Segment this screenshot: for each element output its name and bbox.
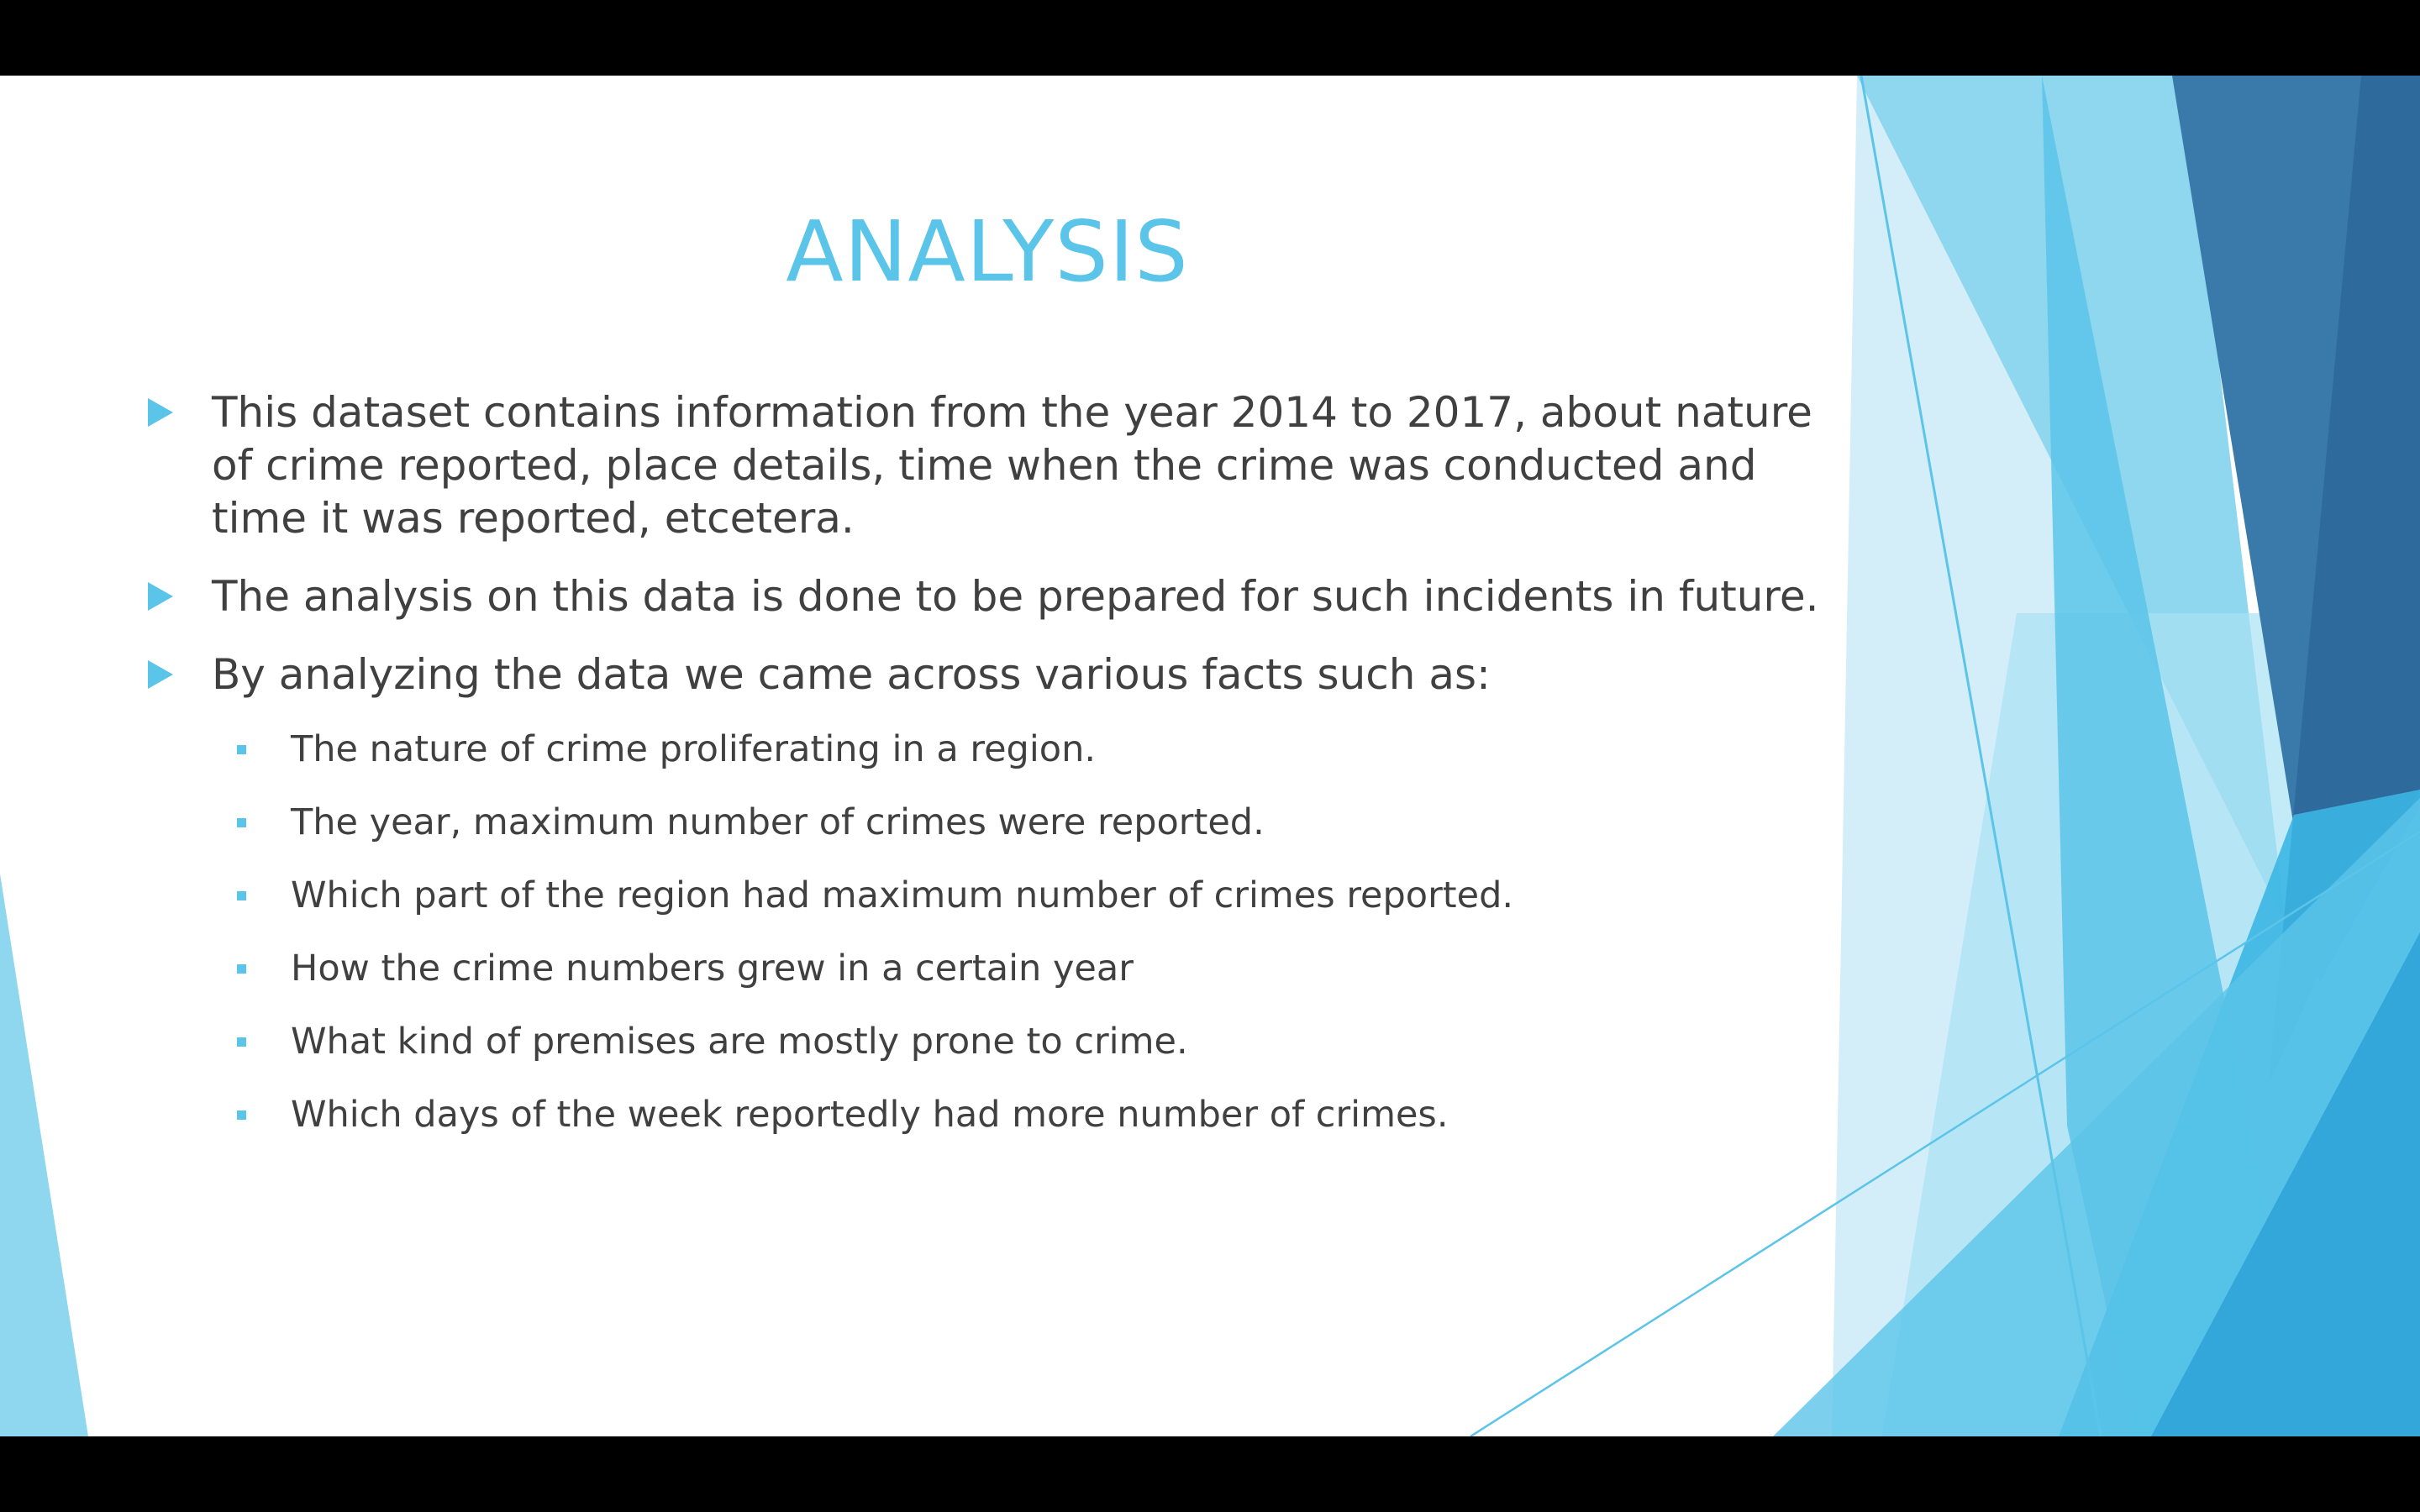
sub-bullet-item: Which part of the region had maximum num… (143, 873, 1849, 919)
sub-bullet-text: Which days of the week reportedly had mo… (291, 1094, 1449, 1136)
facet-deep-bottom (2151, 932, 2420, 1436)
square-bullet-icon (237, 1110, 246, 1120)
sub-bullet-text: The year, maximum number of crimes were … (291, 801, 1265, 843)
sub-bullet-item: The nature of crime proliferating in a r… (143, 727, 1849, 773)
triangle-bullet-icon (148, 660, 173, 689)
bullet-text: This dataset contains information from t… (212, 388, 1812, 543)
square-bullet-icon (237, 818, 246, 827)
sub-bullet-item: How the crime numbers grew in a certain … (143, 946, 1849, 992)
sub-bullet-list: The nature of crime proliferating in a r… (143, 727, 1849, 1138)
thin-line-cross (1470, 830, 2420, 1436)
square-bullet-icon (237, 745, 246, 754)
sub-bullet-item: What kind of premises are mostly prone t… (143, 1019, 1849, 1065)
sub-bullet-text: How the crime numbers grew in a certain … (291, 948, 1134, 990)
bullet-item: By analyzing the data we came across var… (143, 648, 1849, 701)
sub-bullet-text: Which part of the region had maximum num… (291, 874, 1514, 916)
thin-line-diagonal (1860, 76, 2102, 1436)
bullet-text: By analyzing the data we came across var… (212, 650, 1491, 699)
bullet-item: This dataset contains information from t… (143, 386, 1849, 545)
sub-bullet-item: The year, maximum number of crimes were … (143, 800, 1849, 846)
slide-content: This dataset contains information from t… (143, 386, 1849, 1165)
decorative-background-shapes (0, 76, 2420, 1436)
slide-title: ANALYSIS (786, 202, 1189, 301)
square-bullet-icon (237, 1037, 246, 1047)
square-bullet-icon (237, 891, 246, 900)
bullet-item: The analysis on this data is done to be … (143, 570, 1849, 623)
square-bullet-icon (237, 964, 246, 974)
sub-bullet-item: Which days of the week reportedly had mo… (143, 1092, 1849, 1138)
sub-bullet-text: What kind of premises are mostly prone t… (291, 1021, 1188, 1063)
slide: ANALYSIS This dataset contains informati… (0, 76, 2420, 1436)
left-edge-triangle (0, 874, 88, 1436)
bullet-text: The analysis on this data is done to be … (212, 572, 1819, 621)
sub-bullet-text: The nature of crime proliferating in a r… (291, 728, 1097, 770)
triangle-bullet-icon (148, 398, 173, 427)
triangle-bullet-icon (148, 582, 173, 611)
